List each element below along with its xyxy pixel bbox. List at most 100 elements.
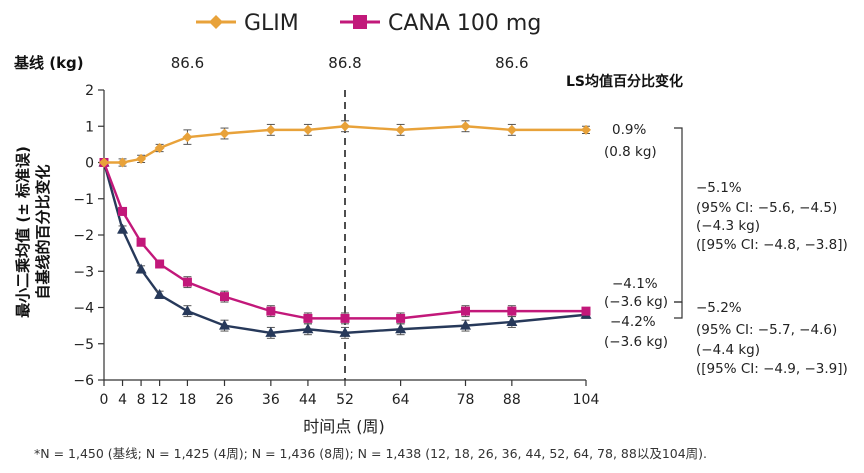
x-tick-label: 26 (216, 392, 234, 408)
end-label-third-pct: −4.2% (610, 314, 656, 330)
x-tick-label: 12 (151, 392, 169, 408)
x-tick-label: 18 (179, 392, 197, 408)
legend-cana-label: CANA 100 mg (388, 11, 541, 36)
x-tick-label: 64 (392, 392, 410, 408)
x-axis-title: 时间点 (周) (303, 417, 385, 436)
data-point-glim (460, 121, 471, 132)
data-point-glim (154, 143, 165, 153)
comparison-lower-pct: −5.2% (696, 300, 742, 316)
comparison-brackets (674, 127, 683, 319)
end-label-cana: −4.1% (−3.6 kg) (604, 276, 668, 310)
baseline-value: 86.6 (171, 54, 204, 72)
data-point-cana (182, 277, 192, 287)
data-point-third (181, 305, 193, 316)
series-cana (99, 158, 591, 325)
data-point-cana (581, 306, 591, 316)
comparison-lower: −5.2% (95% CI: −5.7, −4.6) (−4.4 kg) ([9… (696, 300, 848, 377)
data-point-cana (396, 313, 406, 323)
legend-glim-label: GLIM (244, 11, 299, 36)
data-point-glim (265, 124, 276, 135)
y-ticks: 2 1 0 −1 −2 −3 −4 −5 −6 (73, 83, 104, 389)
data-point-cana (220, 292, 229, 302)
end-label-third: −4.2% (−3.6 kg) (604, 314, 668, 350)
end-label-cana-kg: (−3.6 kg) (604, 294, 668, 310)
data-point-third (460, 319, 471, 330)
comparison-upper: −5.1% (95% CI: −5.6, −4.5) (−4.3 kg) ([9… (696, 180, 848, 253)
x-tick-label: 36 (262, 392, 280, 408)
data-point-third (135, 263, 147, 274)
y-tick-label: 2 (85, 83, 94, 99)
y-tick-label: −2 (73, 228, 94, 244)
series-layer (98, 120, 592, 339)
data-point-glim (395, 124, 406, 135)
y-tick-label: −1 (73, 192, 94, 208)
data-point-cana (266, 306, 276, 316)
comparison-upper-kg-ci: ([95% CI: −4.8, −3.8]) (696, 237, 848, 253)
data-point-third (395, 323, 407, 334)
x-tick-label: 52 (336, 392, 354, 408)
comparison-upper-pct: −5.1% (696, 180, 742, 196)
data-point-third (154, 288, 166, 299)
end-label-third-kg: (−3.6 kg) (604, 334, 668, 350)
data-point-glim (219, 128, 230, 139)
x-tick-label: 4 (118, 392, 127, 408)
legend: GLIM CANA 100 mg (196, 11, 541, 36)
x-tick-label: 0 (100, 392, 109, 408)
x-tick-label: 88 (503, 392, 521, 408)
data-point-cana (461, 306, 470, 316)
data-point-cana (303, 313, 313, 323)
comparison-upper-ci: (95% CI: −5.6, −4.5) (696, 200, 837, 216)
baseline-value: 86.6 (495, 54, 528, 72)
baseline-values: 86.6 86.8 86.6 (171, 54, 529, 72)
data-point-glim (581, 124, 591, 135)
y-tick-label: 1 (85, 119, 94, 135)
data-point-cana (340, 313, 350, 323)
data-point-third (117, 223, 129, 234)
data-point-third (302, 323, 314, 334)
baseline-title: 基线 (kg) (13, 54, 84, 72)
data-point-glim (340, 121, 350, 132)
data-point-glim (302, 124, 313, 135)
data-point-glim (506, 124, 517, 135)
data-point-cana (155, 259, 165, 269)
data-point-third (265, 326, 277, 337)
data-point-cana (507, 306, 517, 316)
x-ticks: 0 4 8 12 18 26 36 44 52 64 78 88 104 (100, 380, 600, 408)
data-point-third (339, 326, 351, 337)
y-tick-label: −4 (73, 301, 94, 317)
ls-mean-title: LS均值百分比变化 (566, 73, 683, 90)
x-tick-label: 44 (299, 392, 317, 408)
data-point-glim (182, 132, 193, 143)
comparison-lower-kg-ci: ([95% CI: −4.9, −3.9]) (696, 361, 848, 377)
footnote: *N = 1,450 (基线; N = 1,425 (4周); N = 1,43… (34, 446, 707, 461)
baseline-value: 86.8 (328, 54, 361, 72)
data-point-third (506, 316, 518, 326)
data-point-cana (136, 237, 146, 247)
y-axis-title-line1: 最小二乘均值 (± 标准误) (14, 146, 32, 318)
y-tick-label: 0 (85, 156, 94, 172)
comparison-lower-kg: (−4.4 kg) (696, 342, 760, 358)
data-point-glim (117, 157, 128, 168)
comparison-upper-kg: (−4.3 kg) (696, 218, 760, 234)
data-point-third (219, 319, 230, 330)
x-tick-label: 8 (137, 392, 146, 408)
end-label-glim: 0.9% (0.8 kg) (604, 122, 657, 160)
end-label-glim-kg: (0.8 kg) (604, 144, 657, 160)
legend-glim-marker (209, 15, 223, 29)
data-point-glim (136, 153, 147, 164)
bracket-lower (674, 302, 683, 319)
data-point-cana (118, 206, 128, 216)
y-tick-label: −5 (73, 337, 94, 353)
y-tick-label: −3 (73, 264, 94, 280)
legend-cana-marker (353, 15, 367, 29)
comparison-lower-ci: (95% CI: −5.7, −4.6) (696, 322, 837, 338)
x-tick-label: 78 (457, 392, 475, 408)
y-tick-label: −6 (73, 373, 94, 389)
data-point-glim (99, 157, 109, 168)
end-label-cana-pct: −4.1% (612, 276, 658, 292)
x-tick-label: 104 (573, 392, 600, 408)
bracket-upper (674, 127, 683, 303)
end-label-glim-pct: 0.9% (612, 122, 646, 138)
